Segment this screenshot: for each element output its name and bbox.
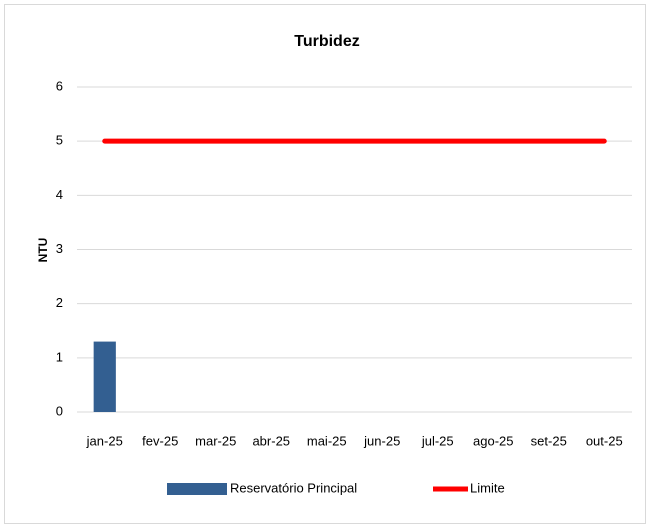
x-tick-label: jun-25 — [363, 433, 400, 448]
y-tick-label: 2 — [56, 295, 63, 310]
legend-label: Limite — [470, 480, 505, 495]
x-tick-label: fev-25 — [142, 433, 178, 448]
legend-swatch — [167, 483, 227, 495]
y-axis-label: NTU — [36, 238, 50, 263]
x-tick-label: abr-25 — [252, 433, 290, 448]
chart-border — [4, 4, 646, 524]
y-tick-label: 4 — [56, 187, 63, 202]
x-tick-label: jul-25 — [421, 433, 454, 448]
y-tick-label: 0 — [56, 403, 63, 418]
x-tick-label: set-25 — [531, 433, 567, 448]
x-tick-label: mai-25 — [307, 433, 347, 448]
x-tick-label: jan-25 — [86, 433, 123, 448]
legend-label: Reservatório Principal — [230, 480, 357, 495]
y-tick-label: 6 — [56, 78, 63, 93]
bar — [93, 341, 116, 412]
x-tick-label: out-25 — [586, 433, 623, 448]
y-tick-label: 3 — [56, 241, 63, 256]
y-tick-label: 1 — [56, 349, 63, 364]
y-tick-label: 5 — [56, 133, 63, 148]
x-tick-label: mar-25 — [195, 433, 236, 448]
chart-title: Turbidez — [294, 33, 359, 50]
x-tick-label: ago-25 — [473, 433, 513, 448]
